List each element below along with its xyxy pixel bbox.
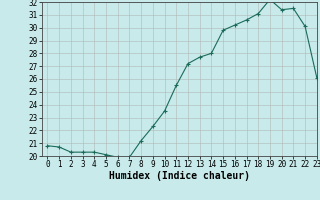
X-axis label: Humidex (Indice chaleur): Humidex (Indice chaleur) [109, 171, 250, 181]
